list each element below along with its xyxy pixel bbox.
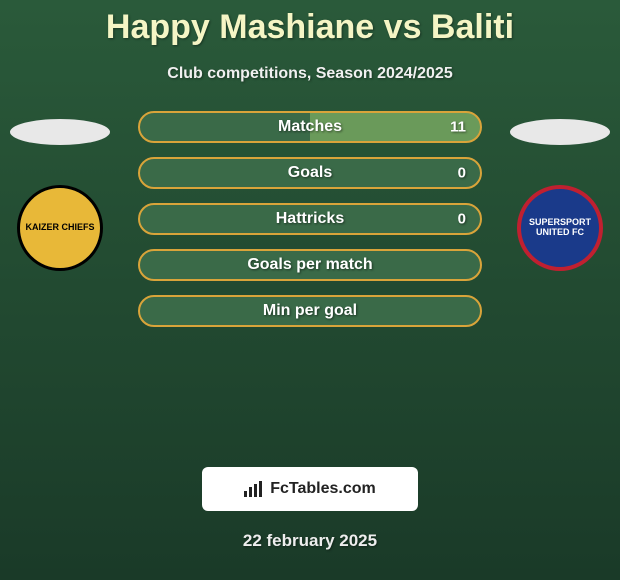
club-badge-left: KAIZER CHIEFS xyxy=(17,185,103,271)
brand-box[interactable]: FcTables.com xyxy=(202,467,418,511)
club-badge-left-text: KAIZER CHIEFS xyxy=(25,223,94,233)
stat-value-right: 0 xyxy=(458,165,466,182)
stat-label: Hattricks xyxy=(276,210,344,228)
chart-icon xyxy=(244,481,264,497)
player-right-avatar xyxy=(510,119,610,145)
stat-bar: Goals per match xyxy=(138,249,482,281)
stat-label: Min per goal xyxy=(263,302,357,320)
comparison-panel: KAIZER CHIEFS SUPERSPORT UNITED FC Match… xyxy=(0,111,620,451)
stat-bar: Goals 0 xyxy=(138,157,482,189)
date-text: 22 february 2025 xyxy=(0,531,620,551)
club-badge-right: SUPERSPORT UNITED FC xyxy=(517,185,603,271)
player-right-column: SUPERSPORT UNITED FC xyxy=(500,119,620,271)
player-left-avatar xyxy=(10,119,110,145)
stat-bar: Min per goal xyxy=(138,295,482,327)
stat-value-right: 11 xyxy=(450,119,466,136)
stat-label: Goals per match xyxy=(247,256,372,274)
club-badge-right-text: SUPERSPORT UNITED FC xyxy=(521,218,599,238)
player-left-column: KAIZER CHIEFS xyxy=(0,119,120,271)
stats-list: Matches 11 Goals 0 Hattricks 0 Goals per match… xyxy=(138,111,482,327)
subtitle: Club competitions, Season 2024/2025 xyxy=(0,65,620,83)
stat-label: Matches xyxy=(278,118,342,136)
stat-label: Goals xyxy=(288,164,332,182)
page-title: Happy Mashiane vs Baliti xyxy=(0,0,620,47)
stat-value-right: 0 xyxy=(458,211,466,228)
stat-bar: Hattricks 0 xyxy=(138,203,482,235)
brand-text: FcTables.com xyxy=(270,480,376,498)
stat-bar: Matches 11 xyxy=(138,111,482,143)
